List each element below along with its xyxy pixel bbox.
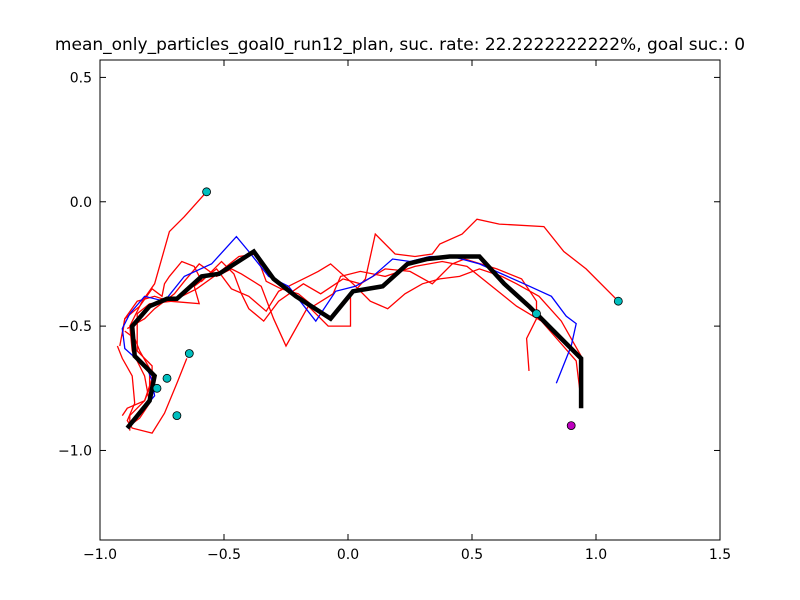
x-tick-label-1: −0.5 [207,547,241,563]
x-tick-label-4: 1.0 [585,547,607,563]
particle-line-4 [126,218,619,348]
marker-point-4 [172,411,182,421]
x-tick-label-0: −1.0 [83,547,117,563]
particle-line-5 [119,263,582,401]
x-axis: −1.0 −0.5 0.0 0.5 1.0 1.5 [83,60,731,563]
marker-point-6 [613,296,623,306]
marker-point-7 [566,421,576,431]
marker-point-1 [184,349,194,358]
marker-point-3 [152,383,162,393]
plan-line [125,248,584,430]
y-tick-label-2: −0.5 [58,319,92,335]
chart-title: mean_only_particles_goal0_run12_plan, su… [55,35,745,55]
x-tick-label-2: 0.0 [337,547,359,563]
particle-line-7 [121,235,577,429]
plot-area [100,60,720,540]
y-tick-label-0: 0.5 [70,70,92,86]
y-axis: 0.5 0.0 −0.5 −1.0 [58,70,720,459]
marker-point-0 [202,187,212,197]
series-layer [116,191,619,434]
marker-layer [152,187,623,431]
y-tick-label-1: 0.0 [70,195,92,211]
x-tick-label-3: 0.5 [461,547,483,563]
marker-point-2 [162,373,172,383]
plot-frame [99,59,721,541]
marker-point-5 [532,309,541,319]
x-tick-label-5: 1.5 [709,547,731,563]
y-tick-label-3: −1.0 [58,443,92,459]
